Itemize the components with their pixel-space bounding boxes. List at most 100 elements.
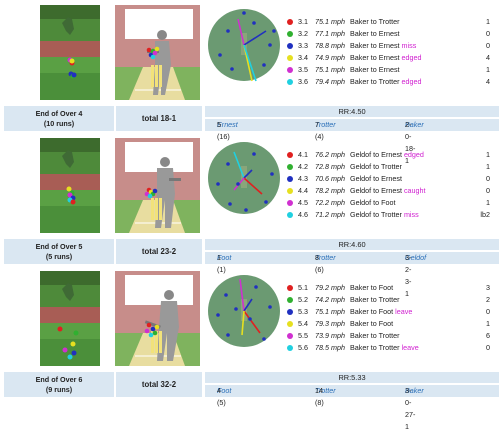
ball-color-dot — [287, 345, 293, 351]
ball-speed: 72.8 mph — [315, 162, 345, 171]
ball-color-dot — [287, 164, 293, 170]
ball-row: 4.3 70.6 mph Geldof to Ernest 0 — [284, 173, 498, 185]
ball-number: 4.4 — [298, 186, 308, 195]
ball-speed: 72.2 mph — [315, 198, 345, 207]
ball-color-dot — [287, 321, 293, 327]
ball-color-dot — [287, 176, 293, 182]
ball-speed: 70.6 mph — [315, 174, 345, 183]
ball-color-dot — [287, 212, 293, 218]
ball-speed: 79.2 mph — [315, 283, 345, 292]
ball-speed: 78.2 mph — [315, 186, 345, 195]
ball-number: 5.1 — [298, 283, 308, 292]
ball-tag: edged — [401, 77, 422, 86]
ball-desc: Geldof to Ernest caught — [350, 186, 426, 195]
pitch-map — [40, 5, 100, 100]
ball-row: 3.4 74.9 mph Baker to Ernest edged 4 — [284, 52, 498, 64]
bowler-view — [115, 5, 200, 100]
ball-desc: Geldof to Trotter — [350, 162, 402, 171]
run-rate: RR:4.50 — [205, 106, 499, 117]
ball-number: 5.6 — [298, 343, 308, 352]
ball-desc: Baker to Foot — [350, 283, 394, 292]
ball-list: 4.1 76.2 mph Geldof to Ernest edged 1 4.2 72… — [284, 149, 498, 221]
run-rate: RR:4.60 — [205, 239, 499, 250]
wagon-wheel — [206, 136, 284, 228]
ball-row: 4.4 78.2 mph Geldof to Ernest caught 0 — [284, 185, 498, 197]
ball-desc: Geldof to Ernest — [350, 174, 402, 183]
ball-number: 4.5 — [298, 198, 308, 207]
ball-desc: Baker to Trotter — [350, 331, 400, 340]
ball-row: 5.6 78.5 mph Baker to Trotter leave 0 — [284, 342, 498, 354]
run-rate: RR:5.33 — [205, 372, 499, 383]
ball-number: 4.2 — [298, 162, 308, 171]
ball-runs: 0 — [486, 186, 490, 195]
ball-color-dot — [287, 152, 293, 158]
ball-runs: lb2 — [480, 210, 490, 219]
ball-color-dot — [287, 55, 293, 61]
ball-speed: 79.3 mph — [315, 319, 345, 328]
ball-runs: 0 — [486, 174, 490, 183]
ball-runs: 0 — [486, 41, 490, 50]
ball-speed: 78.8 mph — [315, 41, 345, 50]
ball-desc: Baker to Ernest miss — [350, 41, 417, 50]
ball-color-dot — [287, 285, 293, 291]
ball-desc: Baker to Trotter — [350, 17, 400, 26]
ball-number: 5.2 — [298, 295, 308, 304]
ball-runs: 6 — [486, 331, 490, 340]
ball-runs: 3 — [486, 283, 490, 292]
ball-row: 5.3 75.1 mph Baker to Foot leave 0 — [284, 306, 498, 318]
ball-desc: Baker to Foot leave — [350, 307, 413, 316]
ball-speed: 78.5 mph — [315, 343, 345, 352]
ball-speed: 74.9 mph — [315, 53, 345, 62]
pitch-map — [40, 138, 100, 233]
bowler-view — [115, 138, 200, 233]
ball-speed: 71.2 mph — [315, 210, 345, 219]
ball-tag: edged — [401, 53, 422, 62]
ball-speed: 73.9 mph — [315, 331, 345, 340]
batting-summary: Ernest 5 (16) Trotter 7 (4) Baker 2-0-18… — [205, 119, 499, 165]
ball-number: 5.4 — [298, 319, 308, 328]
ball-runs: 0 — [486, 307, 490, 316]
ball-number: 4.1 — [298, 150, 308, 159]
ball-desc: Baker to Trotter leave — [350, 343, 419, 352]
ball-speed: 75.1 mph — [315, 17, 345, 26]
ball-runs: 0 — [486, 343, 490, 352]
ball-number: 3.1 — [298, 17, 308, 26]
ball-runs: 4 — [486, 77, 490, 86]
ball-number: 4.6 — [298, 210, 308, 219]
ball-number: 3.2 — [298, 29, 308, 38]
ball-color-dot — [287, 188, 293, 194]
ball-runs: 1 — [486, 17, 490, 26]
over-block-0: 3.1 75.1 mph Baker to Trotter 1 3.2 77.1 mp… — [0, 0, 500, 165]
wagon-wheel — [206, 3, 284, 95]
ball-desc: Baker to Foot — [350, 319, 394, 328]
ball-color-dot — [287, 19, 293, 25]
ball-number: 5.5 — [298, 331, 308, 340]
ball-desc: Baker to Ernest edged — [350, 53, 422, 62]
ball-color-dot — [287, 309, 293, 315]
ball-runs: 1 — [486, 198, 490, 207]
over-block-1: 4.1 76.2 mph Geldof to Ernest edged 1 4.2 72… — [0, 133, 500, 298]
ball-runs: 1 — [486, 150, 490, 159]
pitch-map — [40, 271, 100, 366]
ball-desc: Geldof to Ernest edged — [350, 150, 424, 159]
ball-runs: 1 — [486, 65, 490, 74]
ball-runs: 4 — [486, 53, 490, 62]
wagon-wheel — [206, 269, 284, 361]
batting-summary: Foot 1 (1) Trotter 8 (6) Geldof 3-2-3-1 — [205, 252, 499, 298]
ball-number: 4.3 — [298, 174, 308, 183]
ball-row: 3.3 78.8 mph Baker to Ernest miss 0 — [284, 40, 498, 52]
ball-desc: Baker to Ernest — [350, 29, 400, 38]
ball-desc: Baker to Ernest — [350, 65, 400, 74]
ball-row: 5.2 74.2 mph Baker to Trotter 2 — [284, 294, 498, 306]
total-score: total 23-2 — [116, 239, 202, 264]
ball-list: 3.1 75.1 mph Baker to Trotter 1 3.2 77.1 mp… — [284, 16, 498, 88]
ball-desc: Baker to Trotter — [350, 295, 400, 304]
ball-row: 3.1 75.1 mph Baker to Trotter 1 — [284, 16, 498, 28]
ball-desc: Geldof to Foot — [350, 198, 396, 207]
ball-color-dot — [287, 200, 293, 206]
ball-row: 5.4 79.3 mph Baker to Foot 1 — [284, 318, 498, 330]
ball-color-dot — [287, 79, 293, 85]
ball-runs: 2 — [486, 295, 490, 304]
over-label: End of Over 6 (9 runs) — [4, 372, 114, 397]
ball-runs: 0 — [486, 29, 490, 38]
